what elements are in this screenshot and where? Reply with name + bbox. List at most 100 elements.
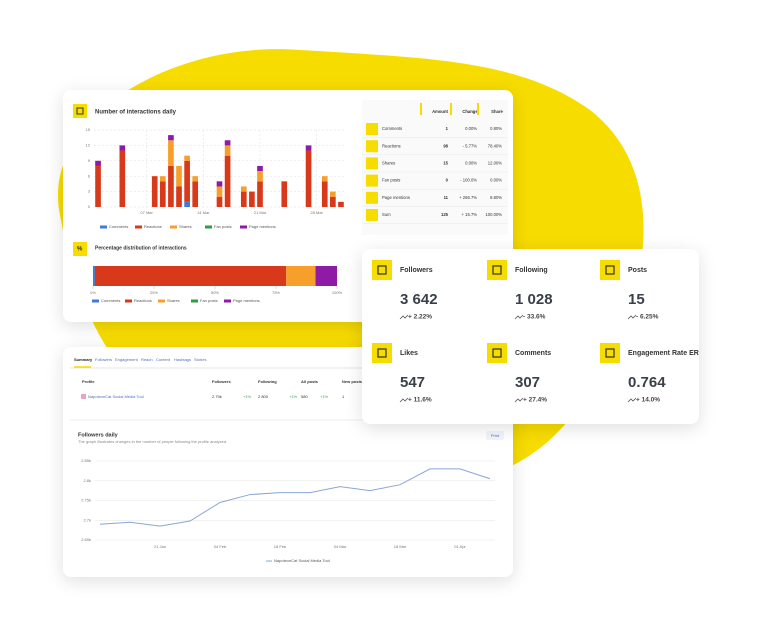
table-cell: 11 [444,195,449,200]
kpi-icon-glyph [492,265,502,275]
chart-title: Followers daily [78,432,119,438]
table-cell: 2.79k [212,394,222,399]
tab[interactable]: Reach [141,357,153,362]
kpi-label: Following [515,267,548,274]
kpi-icon [487,260,507,280]
bar-segment [315,266,337,286]
x-tick-label: 18 Mar [394,544,407,549]
table-header: All posts [301,379,319,384]
tab[interactable]: Content [156,357,171,362]
table-cell: 98 [443,143,448,148]
legend-swatch [100,225,107,229]
kpi-svg: Followers 3 642 + 2.22% Following 1 028 - 33.… [372,260,699,404]
row-label: Fan posts [382,178,400,183]
tab[interactable]: Summary [74,357,93,362]
row-icon [366,174,378,187]
bar-segment [119,145,126,151]
bar-segment [305,145,312,151]
legend-swatch [240,225,247,229]
tab[interactable]: Followers [95,357,112,362]
bar-segment [281,181,288,207]
legend-label: Comments [101,298,120,303]
bar-segment [93,266,95,286]
x-tick-label: 100% [332,290,343,295]
y-tick-label: 2.8k [83,478,91,483]
x-tick-label: 04 Feb [214,544,227,549]
bar-segment [159,176,166,182]
kpi-change: - 33.6% [523,314,546,321]
bar-segment [94,266,287,286]
x-tick-label: 25% [150,290,158,295]
y-tick-label: 3 [88,189,91,194]
table-cell: 15 [443,161,448,166]
x-tick-label: 07 Mar [140,210,153,215]
legend-label: Fan posts [214,224,232,229]
legend-label: Page mentions [249,224,276,229]
kpi-value: 0.764 [628,374,666,391]
bar-segment [159,181,166,207]
bar-segment [192,176,199,182]
bar-segment [224,155,231,207]
legend-swatch [191,299,198,303]
y-tick-label: 12 [86,142,91,147]
kpi-label: Posts [628,267,647,274]
row-label: Reactions [382,143,401,148]
table-cell: 2 800 [258,394,269,399]
kpi-label: Comments [515,350,551,357]
bar-segment [176,186,182,207]
table-cell[interactable]: NapoleonCat Social Media Tool [88,394,144,399]
kpi-change: + 27.4% [523,397,547,404]
x-tick-label: 0% [90,290,96,295]
table-cell: 0.00% [490,178,502,183]
header-accent [450,103,452,115]
x-tick-label: 28 Mar [310,210,323,215]
kpi-value: 547 [400,374,425,391]
bar-segment [257,171,263,182]
print-label[interactable]: Print [491,433,500,438]
kpi-icon [600,343,620,363]
trend-icon [514,314,524,320]
row-icon [366,209,378,221]
tab[interactable]: Stories [194,357,206,362]
bar-segment [330,191,336,197]
x-tick-label: 14 Mar [197,210,210,215]
bar-segment [330,196,336,207]
line-series [99,468,491,527]
legend-swatch [92,299,99,303]
kpi-card: Followers 3 642 + 2.22% Following 1 028 - 33.… [362,249,699,424]
row-icon [366,123,378,135]
row-label: Shares [382,161,395,166]
legend-swatch [158,299,165,303]
kpi-change: + 2.22% [408,314,432,321]
icon [73,104,87,118]
kpi-value: 1 028 [515,291,553,308]
table-cell: - 5.77% [463,143,478,148]
table-cell: 580 [301,394,308,399]
legend-label: Page mentions [233,298,260,303]
chart-title: Number of interactions daily [95,110,177,116]
kpi-icon [600,260,620,280]
table-cell: 78.40% [488,143,502,148]
table-cell: 100.00% [485,212,502,217]
table-cell: +1% [289,394,298,399]
tab[interactable]: Engagement [115,357,139,362]
legend-label: Shares [179,224,192,229]
tab[interactable]: Hashtags [174,357,191,362]
y-tick-label: 9 [88,158,91,163]
print-button[interactable] [486,431,504,440]
legend-label: NapoleonCat Social Media Tool [274,558,330,563]
kpi-value: 307 [515,374,540,391]
bar-segment [321,181,328,207]
kpi-change: - 6.25% [636,314,659,321]
table-cell: +1% [320,394,329,399]
bar-segment [216,186,223,197]
table-cell: 0.00% [465,161,477,166]
icon-glyph [76,107,84,115]
kpi-icon-glyph [605,348,615,358]
bar-segment [216,181,223,187]
table-cell: - 100.0% [460,178,477,183]
x-tick-label: 04 Mar [334,544,347,549]
y-tick-label: 2.75k [81,498,91,503]
trend-icon [627,397,637,403]
